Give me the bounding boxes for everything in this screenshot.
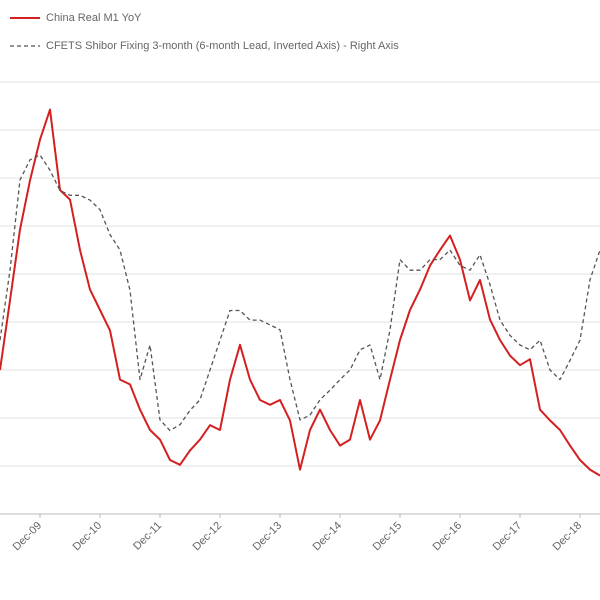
x-tick-label: Dec-12: [191, 520, 225, 554]
x-tick-label: Dec-15: [371, 520, 405, 554]
x-tick-label: Dec-13: [251, 520, 285, 554]
series-line: [0, 154, 600, 432]
series-line: [0, 108, 600, 477]
x-tick-label: Dec-18: [551, 520, 585, 554]
x-tick-label: Dec-16: [431, 520, 465, 554]
x-tick-label: Dec-09: [11, 520, 45, 554]
x-tick-label: Dec-14: [311, 520, 345, 554]
x-tick-label: Dec-17: [491, 520, 525, 554]
legend-label: China Real M1 YoY: [46, 12, 142, 24]
x-tick-label: Dec-10: [71, 520, 105, 554]
x-tick-label: Dec-11: [131, 520, 164, 553]
legend-label: CFETS Shibor Fixing 3-month (6-month Lea…: [46, 40, 399, 52]
